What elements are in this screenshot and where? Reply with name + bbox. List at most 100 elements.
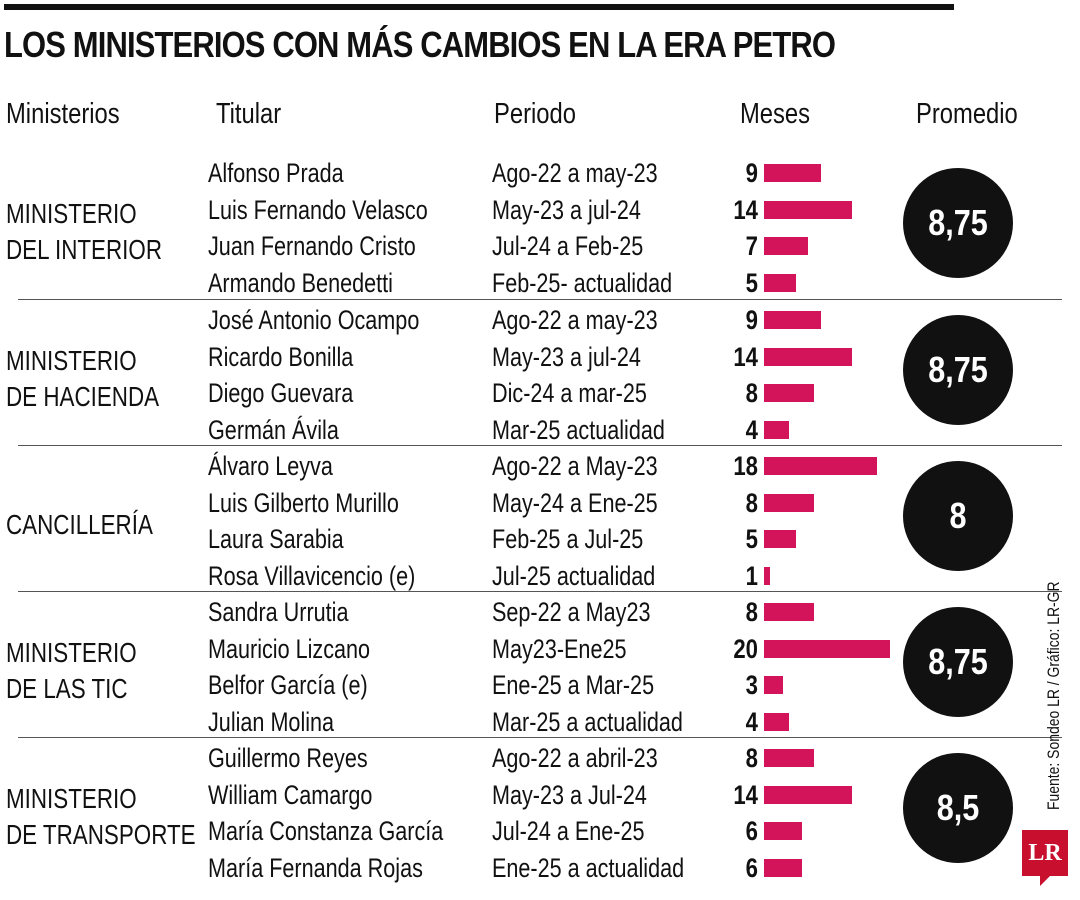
period-label: Dic-24 a mar-25 [492, 378, 647, 408]
holder-name: Guillermo Reyes [208, 743, 368, 773]
period-label: Ago-22 a may-23 [492, 305, 658, 335]
group-divider [18, 737, 1062, 738]
header-ministries: Ministerios [6, 98, 120, 130]
period-label: May-23 a jul-24 [492, 194, 641, 225]
months-bar [764, 273, 796, 292]
months-value: 14 [733, 341, 758, 372]
ministry-name: MINISTERIO [6, 783, 137, 814]
header-months: Meses [740, 98, 811, 130]
ministry-name: DE LAS TIC [6, 673, 128, 704]
months-bar [764, 200, 853, 219]
period-label: May-24 a Ene-25 [492, 487, 658, 518]
months-bar [764, 822, 802, 840]
months-value: 8 [745, 743, 758, 773]
average-circle: 8 [903, 461, 1013, 571]
holder-name: Alfonso Prada [208, 158, 344, 188]
months-value: 14 [733, 194, 758, 225]
months-bar [764, 712, 790, 731]
period-label: Jul-25 actualidad [492, 560, 656, 591]
holder-name: Julian Molina [208, 706, 335, 737]
holder-name: Armando Benedetti [208, 267, 393, 298]
period-label: Ago-22 a may-23 [492, 158, 658, 188]
period-label: Mar-25 a actualidad [492, 706, 683, 737]
months-value: 7 [745, 231, 758, 261]
months-value: 14 [733, 779, 758, 810]
holder-name: María Fernanda Rojas [208, 852, 423, 883]
months-value: 4 [745, 414, 758, 445]
period-label: Feb-25- actualidad [492, 267, 673, 298]
months-value: 6 [745, 852, 758, 883]
average-circle: 8,5 [903, 753, 1013, 863]
ministry-name: CANCILLERÍA [6, 509, 153, 540]
average-circle: 8,75 [903, 315, 1013, 425]
months-value: 6 [745, 816, 758, 846]
months-value: 3 [745, 670, 758, 700]
months-value: 9 [745, 305, 758, 335]
months-value: 20 [733, 633, 758, 664]
months-value: 1 [745, 560, 758, 591]
ministry-name: MINISTERIO [6, 198, 137, 229]
holder-name: Luis Fernando Velasco [208, 194, 428, 225]
months-value: 8 [745, 597, 758, 627]
average-value: 8,75 [928, 202, 988, 243]
holder-name: Laura Sarabia [208, 524, 344, 554]
period-label: Ene-25 a Mar-25 [492, 670, 655, 700]
months-bar [764, 164, 821, 182]
ministry-name: MINISTERIO [6, 637, 137, 668]
months-value: 8 [745, 378, 758, 408]
months-bar [764, 858, 802, 877]
months-bar [764, 457, 878, 475]
holder-name: Mauricio Lizcano [208, 633, 371, 664]
lr-logo: LR [1022, 830, 1068, 876]
period-label: Ago-22 a abril-23 [492, 743, 658, 773]
months-bar [764, 530, 796, 548]
source-text: Fuente: Sondeo LR / Gráfico: LR-GR [1044, 581, 1063, 810]
period-label: Feb-25 a Jul-25 [492, 524, 644, 554]
group-divider [18, 591, 1062, 592]
average-value: 8 [949, 495, 967, 536]
months-bar [764, 420, 790, 439]
period-label: Ago-22 a May-23 [492, 451, 658, 481]
chart-title: LOS MINISTERIOS CON MÁS CAMBIOS EN LA ER… [4, 24, 836, 65]
holder-name: Sandra Urrutia [208, 597, 349, 627]
top-rule [4, 4, 954, 10]
ministry-name: DEL INTERIOR [6, 234, 162, 265]
holder-name: Álvaro Leyva [208, 451, 333, 481]
period-label: Ene-25 a actualidad [492, 852, 685, 883]
months-bar [764, 237, 809, 255]
holder-name: Rosa Villavicencio (e) [208, 560, 416, 591]
holder-name: Ricardo Bonilla [208, 341, 354, 372]
average-circle: 8,75 [903, 168, 1013, 278]
months-bar [764, 676, 783, 694]
header-average: Promedio [916, 98, 1018, 130]
holder-name: Juan Fernando Cristo [208, 231, 416, 261]
months-value: 8 [745, 487, 758, 518]
months-value: 4 [745, 706, 758, 737]
period-label: May23-Ene25 [492, 633, 627, 664]
ministry-name: DE TRANSPORTE [6, 819, 196, 850]
months-value: 5 [745, 524, 758, 554]
holder-name: William Camargo [208, 779, 373, 810]
holder-name: José Antonio Ocampo [208, 305, 420, 335]
period-label: Sep-22 a May23 [492, 597, 651, 627]
average-value: 8,75 [928, 641, 988, 682]
holder-name: Diego Guevara [208, 378, 354, 408]
months-bar [764, 347, 853, 366]
holder-name: Luis Gilberto Murillo [208, 487, 399, 518]
months-bar [764, 785, 853, 804]
ministry-name: DE HACIENDA [6, 381, 160, 412]
months-bar [764, 311, 821, 329]
period-label: May-23 a Jul-24 [492, 779, 647, 810]
lr-logo-tail [1040, 876, 1050, 886]
months-bar [764, 493, 815, 512]
period-label: Mar-25 actualidad [492, 414, 665, 445]
holder-name: Germán Ávila [208, 414, 339, 445]
group-divider [18, 299, 1062, 300]
average-circle: 8,75 [903, 607, 1013, 717]
months-bar [764, 566, 771, 585]
ministry-name: MINISTERIO [6, 345, 137, 376]
header-holder: Titular [216, 98, 282, 130]
months-value: 5 [745, 267, 758, 298]
period-label: Jul-24 a Ene-25 [492, 816, 645, 846]
period-label: May-23 a jul-24 [492, 341, 641, 372]
